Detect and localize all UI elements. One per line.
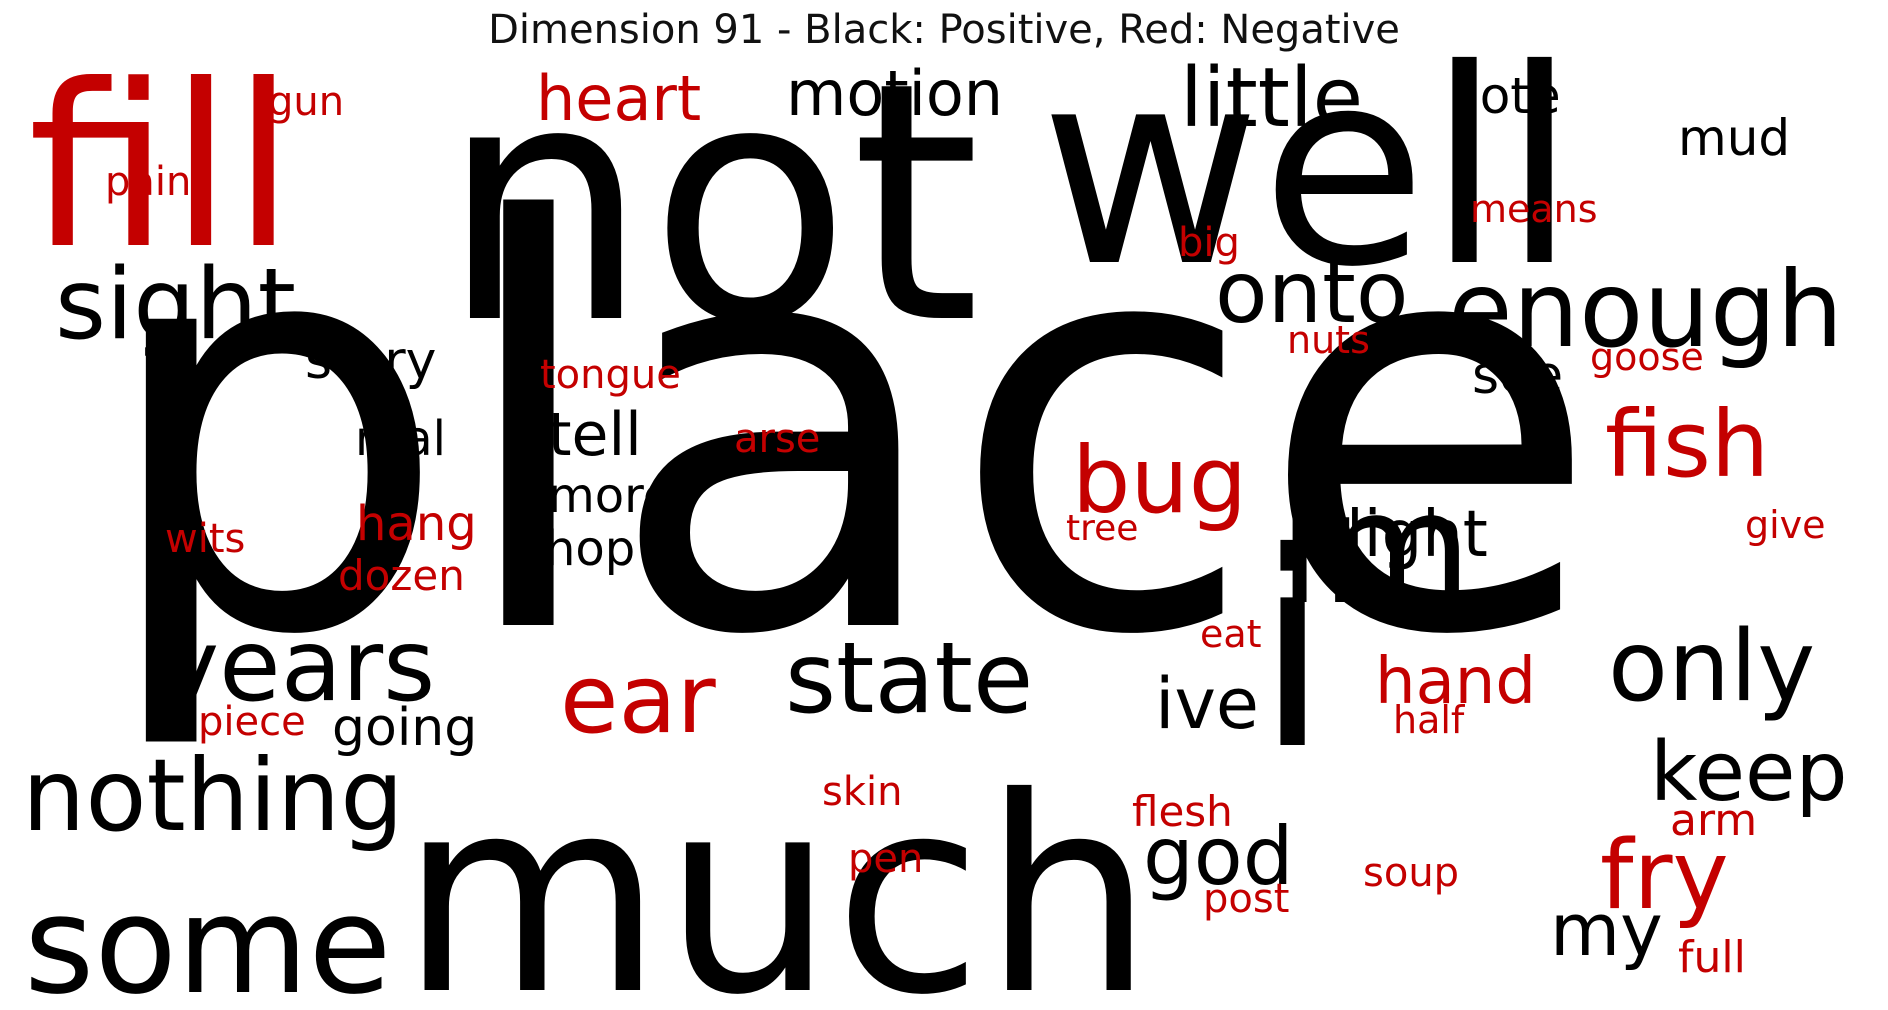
word-im: im — [1278, 458, 1472, 639]
word-motion: motion — [786, 57, 1003, 130]
word-nothing: nothing — [22, 737, 404, 854]
word-give: give — [1745, 503, 1826, 547]
word-some: some — [24, 867, 392, 1010]
word-state: state — [785, 622, 1033, 736]
word-not: not — [440, 12, 980, 396]
word-eat: eat — [1200, 612, 1262, 656]
word-well: well — [1040, 11, 1577, 326]
word-tree: tree — [1066, 508, 1138, 549]
word-sight: sight — [55, 248, 296, 362]
word-fill: fill — [28, 37, 295, 299]
word-going: going — [332, 698, 477, 758]
chart-title: Dimension 91 - Black: Positive, Red: Neg… — [488, 7, 1400, 53]
word-fry: fry — [1600, 821, 1729, 931]
word-enough: enough — [1448, 249, 1843, 371]
word-hang: hang — [356, 496, 477, 552]
word-note: note — [1448, 67, 1561, 125]
word-ive: ive — [1155, 663, 1259, 745]
word-half: half — [1393, 698, 1466, 742]
word-post: post — [1203, 876, 1289, 922]
word-tell: tell — [548, 400, 642, 470]
word-much: much — [400, 739, 1154, 1010]
word-light: light — [1346, 498, 1488, 572]
word-hop: hop — [545, 521, 635, 577]
word-wits: wits — [165, 516, 245, 562]
word-god: god — [1143, 810, 1294, 903]
word-mud: mud — [1678, 109, 1790, 167]
word-little: little — [1180, 51, 1363, 146]
word-fish: fish — [1605, 391, 1769, 498]
word-pain: pain — [105, 159, 191, 205]
word-i: i — [1255, 494, 1330, 809]
word-onto: onto — [1215, 243, 1408, 343]
word-big: big — [1178, 220, 1240, 266]
word-soup: soup — [1363, 850, 1459, 896]
word-goose: goose — [1590, 335, 1704, 379]
word-tongue: tongue — [540, 352, 681, 398]
word-means: means — [1470, 187, 1598, 231]
word-flesh: flesh — [1132, 787, 1233, 836]
word-bug: bug — [1072, 427, 1247, 534]
word-years: years — [160, 607, 435, 724]
word-arse: arse — [734, 416, 820, 462]
word-more: more — [548, 468, 672, 524]
word-heart: heart — [536, 62, 701, 135]
word-piece: piece — [198, 699, 306, 745]
word-gun: gun — [268, 79, 344, 125]
word-arm: arm — [1670, 795, 1757, 846]
word-see: see — [1472, 346, 1563, 406]
word-only: only — [1608, 610, 1815, 724]
word-pen: pen — [848, 836, 923, 882]
word-story: story — [305, 331, 436, 391]
word-place: place — [95, 106, 1602, 758]
word-hand: hand — [1375, 645, 1536, 719]
word-keep: keep — [1650, 725, 1848, 820]
word-skin: skin — [822, 769, 902, 815]
word-nuts: nuts — [1287, 318, 1370, 362]
word-dozen: dozen — [338, 551, 465, 600]
word-real: real — [355, 411, 446, 467]
word-full: full — [1678, 932, 1746, 983]
word-my: my — [1550, 888, 1663, 972]
word-ear: ear — [560, 645, 717, 755]
